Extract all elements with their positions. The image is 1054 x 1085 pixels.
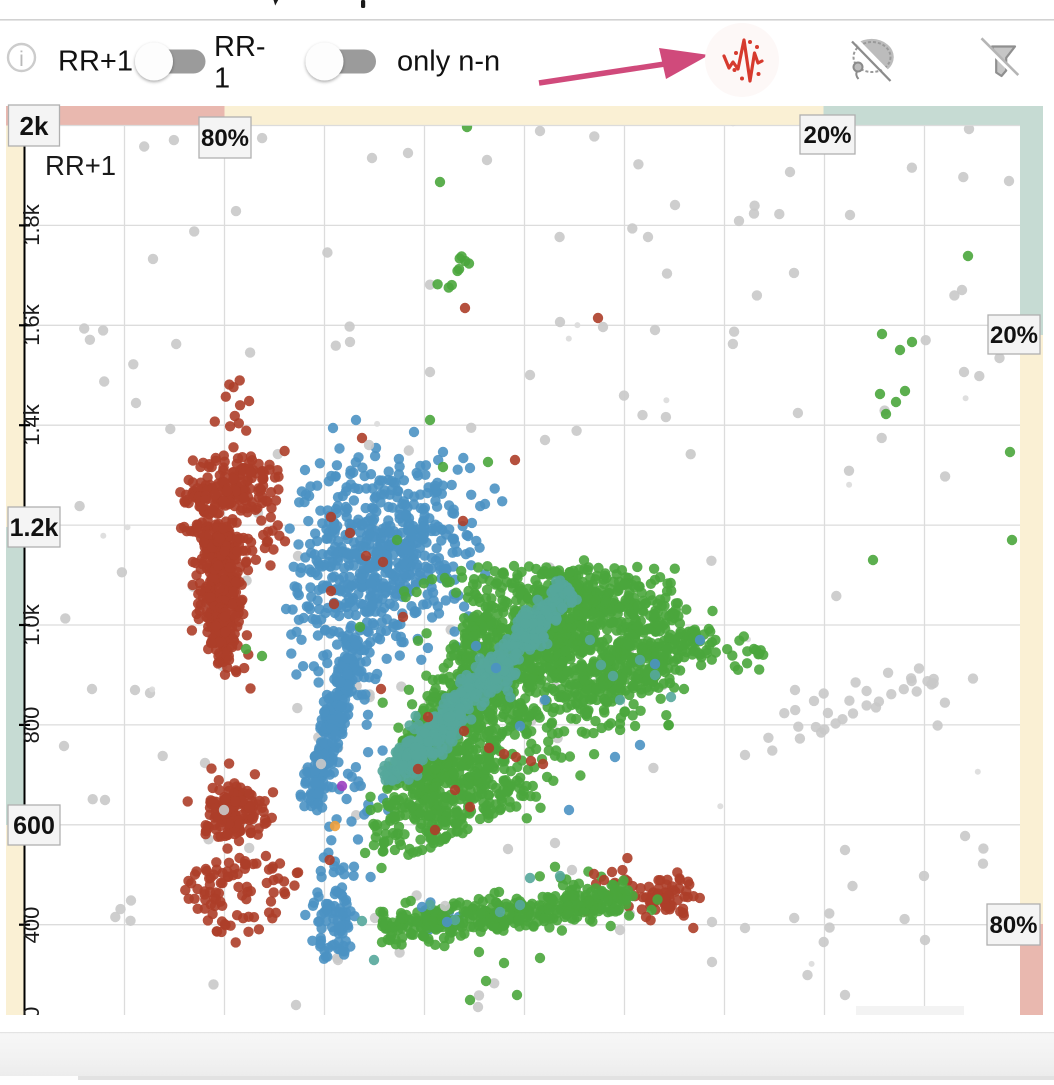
- svg-text:1: 1: [214, 63, 230, 95]
- svg-text:RR-: RR-: [214, 31, 266, 63]
- svg-text:i: i: [19, 48, 24, 71]
- svg-text:RR+1: RR+1: [58, 46, 133, 78]
- svg-text:only n-n: only n-n: [397, 46, 500, 78]
